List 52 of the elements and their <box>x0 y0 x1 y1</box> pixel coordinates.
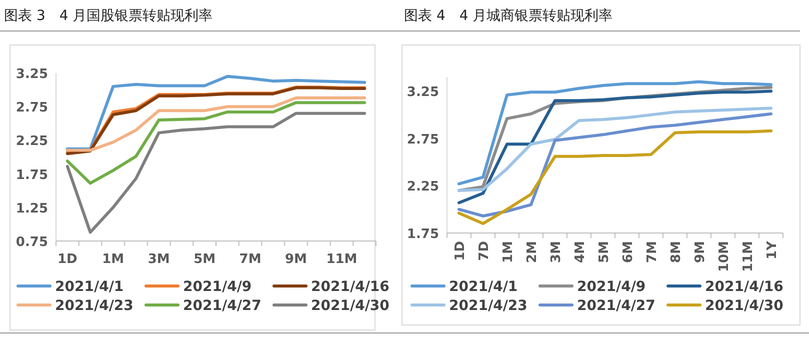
y-tick-label: 2.75 <box>406 132 439 148</box>
x-tick-label: 11M <box>741 241 756 272</box>
legend-label: 2021/4/16 <box>705 279 784 295</box>
x-tick-label: 9M <box>693 241 708 263</box>
line-series <box>66 96 366 152</box>
y-tick-label: 2.75 <box>16 100 48 116</box>
x-tick-label: 1D <box>453 240 468 261</box>
y-tick-label: 1.75 <box>16 168 48 183</box>
y-tick-label: 3.25 <box>16 67 48 82</box>
x-tick-label: 1D <box>58 252 78 267</box>
x-tick-label: 1M <box>102 252 124 267</box>
y-tick-label: 1.75 <box>406 227 439 242</box>
line-series <box>66 74 366 150</box>
chart-title: 图表 3 4 月国股银票转贴现利率 <box>4 8 213 24</box>
x-tick-label: 2M <box>525 241 540 263</box>
x-tick-label: 8M <box>669 241 684 263</box>
legend-label: 2021/4/16 <box>311 279 390 295</box>
legend-label: 2021/4/23 <box>55 298 134 314</box>
line-series <box>66 101 366 185</box>
y-tick-label: 2.25 <box>16 134 48 150</box>
y-tick-label: 1.25 <box>16 201 48 216</box>
x-tick-label: 6M <box>621 241 636 263</box>
legend-label: 2021/4/9 <box>577 279 646 295</box>
legend-label: 2021/4/1 <box>449 279 518 295</box>
chart-title: 图表 4 4 月城商银票转贴现利率 <box>404 8 613 24</box>
x-tick-label: 4M <box>573 241 588 263</box>
x-tick-label: 1Y <box>765 240 780 260</box>
x-tick-label: 5M <box>597 241 612 263</box>
x-tick-label: 3M <box>549 241 564 263</box>
x-tick-label: 11M <box>326 252 358 267</box>
x-tick-label: 1M <box>501 241 516 263</box>
x-tick-label: 10M <box>717 241 732 272</box>
y-tick-label: 3.25 <box>406 85 439 100</box>
line-series <box>66 112 366 234</box>
x-tick-label: 5M <box>194 252 216 267</box>
x-tick-label: 9M <box>285 252 307 267</box>
legend-label: 2021/4/1 <box>55 279 124 295</box>
x-tick-label: 3M <box>148 252 170 267</box>
legend-label: 2021/4/27 <box>183 298 262 314</box>
legend-label: 2021/4/30 <box>311 298 390 314</box>
x-tick-label: 7M <box>645 241 660 263</box>
line-series <box>458 112 772 218</box>
y-tick-label: 0.75 <box>16 235 48 250</box>
legend-label: 2021/4/23 <box>449 298 528 314</box>
legend-label: 2021/4/9 <box>183 279 252 295</box>
y-tick-label: 2.25 <box>406 180 439 195</box>
line-series <box>458 106 772 192</box>
legend-label: 2021/4/30 <box>705 298 784 314</box>
legend-label: 2021/4/27 <box>577 298 656 314</box>
line-series <box>458 129 772 226</box>
x-tick-label: 7M <box>239 252 262 267</box>
x-tick-label: 7D <box>477 240 492 261</box>
